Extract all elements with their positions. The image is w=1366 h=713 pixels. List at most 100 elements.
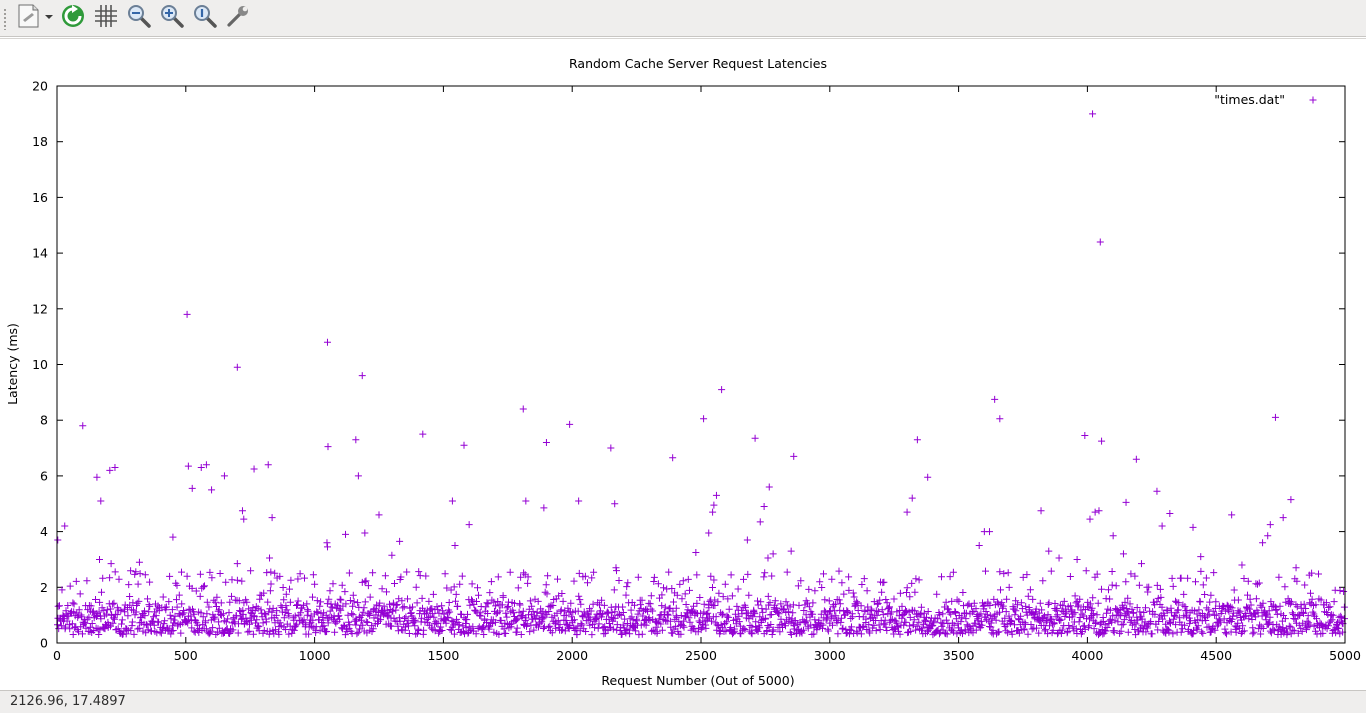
data-point [264,461,272,469]
data-point [1119,550,1127,558]
data-point [197,464,205,472]
chart-title: Random Cache Server Request Latencies [569,56,827,71]
data-point [787,547,795,555]
data-point [1287,496,1295,504]
data-point [1037,507,1045,515]
data-point [743,536,751,544]
zoom-in-icon [159,3,185,33]
data-point [184,462,192,470]
x-tick-label: 0 [53,648,61,663]
data-point [107,560,115,568]
x-tick-label: 4000 [1071,648,1103,663]
x-tick-label: 3000 [814,648,846,663]
data-point [238,507,246,515]
data-point [106,466,114,474]
data-point [1189,523,1197,531]
data-point [1122,498,1130,506]
data-point [769,550,777,558]
plot-canvas[interactable]: Random Cache Server Request Latencies Re… [0,38,1366,690]
y-tick-label: 18 [32,134,48,149]
data-point [1238,561,1246,569]
data-point [718,386,726,394]
x-tick-label: 500 [174,648,198,663]
data-point [1166,509,1174,517]
data-point [111,464,119,472]
data-point [183,310,191,318]
cursor-coordinates: 2126.96, 17.4897 [10,694,126,709]
data-point [1197,553,1205,561]
x-tick-label: 1000 [299,648,331,663]
data-point [1086,515,1094,523]
data-point [460,441,468,449]
data-point [709,508,717,516]
x-tick-label: 1500 [427,648,459,663]
x-tick-label: 2000 [556,648,588,663]
data-point [1266,521,1274,529]
zoom-original-icon [192,3,218,33]
data-point [361,529,369,537]
data-point [96,555,104,563]
data-point [250,465,258,473]
data-point [1109,532,1117,540]
data-point [233,363,241,371]
data-point [135,558,143,566]
data-point [540,504,548,512]
data-point [566,420,574,428]
data-point [692,548,700,556]
data-point [93,473,101,481]
data-point [1228,511,1236,519]
data-point [760,503,768,511]
data-point [1073,555,1081,563]
data-point [611,500,619,508]
toolbar-grip[interactable] [3,8,7,30]
data-point [1271,413,1279,421]
x-axis-label: Request Number (Out of 5000) [601,673,794,688]
data-point [751,434,759,442]
data-point [1091,508,1099,516]
data-point [188,484,196,492]
refresh-icon [60,3,86,33]
data-point [700,415,708,423]
data-point [208,486,216,494]
data-point [913,436,921,444]
y-axis-label: Latency (ms) [5,323,20,405]
data-point [542,438,550,446]
y-tick-label: 14 [32,246,48,261]
data-point [233,560,241,568]
scatter-chart[interactable]: Random Cache Server Request Latencies Re… [0,39,1366,690]
data-points-bulk [54,567,1348,639]
data-point [1132,455,1140,463]
y-tick-label: 6 [40,468,48,483]
data-point [1081,432,1089,440]
zoom-out-button[interactable] [125,4,153,32]
data-point [908,494,916,502]
y-tick-label: 16 [32,190,48,205]
data-point [1264,532,1272,540]
data-point [764,554,772,562]
data-point [202,461,210,469]
grid-button[interactable] [92,4,120,32]
zoom-in-button[interactable] [158,4,186,32]
data-point [267,568,275,576]
status-bar: 2126.96, 17.4897 [0,690,1366,713]
data-point [991,395,999,403]
legend-entry-label: "times.dat" [1214,92,1285,107]
data-point [1055,554,1063,562]
document-export-icon [15,3,55,33]
legend-marker [1309,96,1317,104]
zoom-out-icon [126,3,152,33]
data-point [266,554,274,562]
data-point [465,521,473,529]
y-tick-label: 0 [40,636,48,651]
data-point [924,473,932,481]
data-point [396,537,404,545]
data-point [1153,487,1161,495]
settings-button[interactable] [224,4,252,32]
export-menu-button[interactable] [14,4,56,32]
zoom-reset-button[interactable] [191,4,219,32]
replot-button[interactable] [59,4,87,32]
data-point [903,508,911,516]
data-point [97,497,105,505]
toolbar [0,0,1366,37]
data-point [519,405,527,413]
